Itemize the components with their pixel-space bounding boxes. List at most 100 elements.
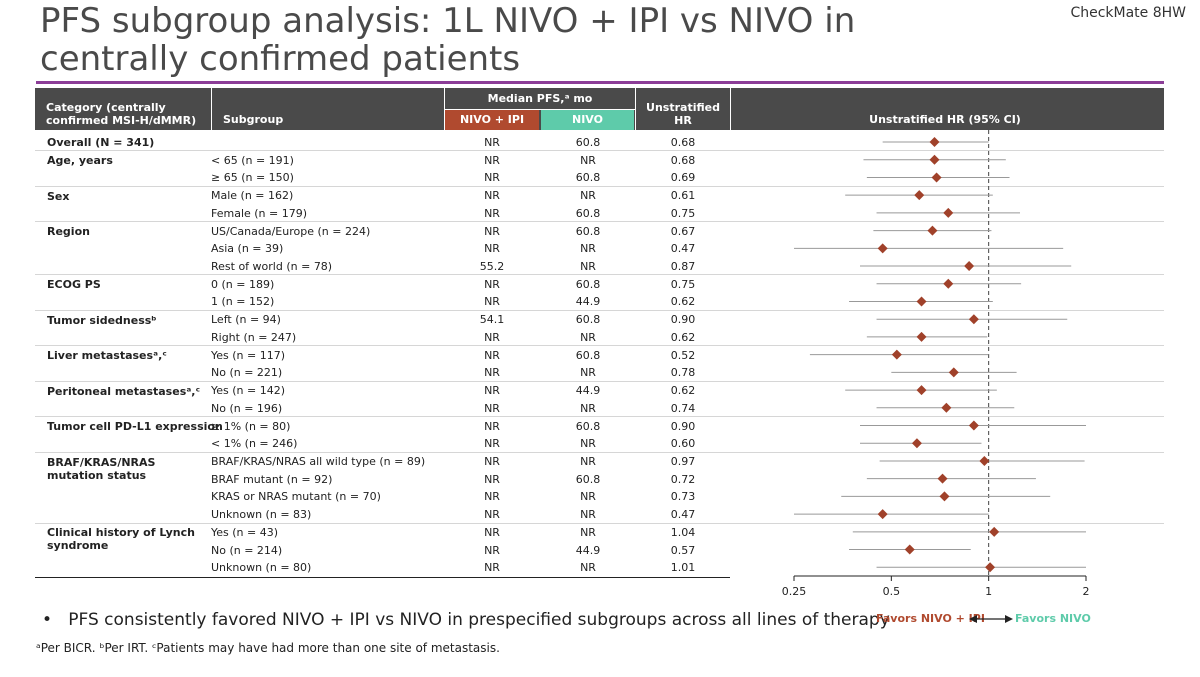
- subgroup-label: KRAS or NRAS mutant (n = 70): [211, 490, 381, 504]
- header-subgroup: Subgroup: [223, 113, 284, 126]
- hazard-ratio: 0.62: [670, 295, 696, 309]
- median-pfs-nivo-ipi: NR: [484, 472, 500, 486]
- hr-point: [929, 137, 940, 147]
- hr-point: [964, 261, 975, 272]
- subgroup-label: Asia (n = 39): [211, 242, 284, 256]
- category-pdl1: Tumor cell PD-L1 expression: [47, 420, 223, 433]
- header-divider: [444, 109, 635, 110]
- category-region: Region: [47, 225, 90, 238]
- header-hr: Unstratified HR: [646, 101, 720, 127]
- hr-point: [941, 402, 952, 413]
- hr-point: [968, 420, 979, 431]
- category-peritoneal-mets: Peritoneal metastasesᵃ,ᶜ: [47, 385, 200, 398]
- hazard-ratio: 0.75: [670, 277, 696, 291]
- subgroup-label: Unknown (n = 80): [211, 561, 312, 575]
- median-pfs-nivo: NR: [580, 454, 596, 468]
- category-sidedness: Tumor sidednessᵇ: [47, 314, 157, 327]
- footnote: ᵃPer BICR. ᵇPer IRT. ᶜPatients may have …: [36, 641, 500, 655]
- hazard-ratio: 0.61: [670, 189, 696, 203]
- row-separator: [35, 221, 1164, 222]
- hazard-ratio: 0.90: [670, 313, 696, 327]
- median-pfs-nivo: NR: [580, 490, 596, 504]
- hr-point: [916, 385, 927, 396]
- row-separator: [35, 416, 1164, 417]
- hazard-ratio: 0.97: [670, 454, 696, 468]
- summary-text: PFS consistently favored NIVO + IPI vs N…: [68, 610, 890, 630]
- median-pfs-nivo-ipi: NR: [484, 153, 500, 167]
- subgroup-label: ≥ 1% (n = 80): [211, 419, 291, 433]
- hazard-ratio: 0.68: [670, 153, 696, 167]
- median-pfs-nivo: NR: [580, 401, 596, 415]
- header-nivo: NIVO: [541, 110, 634, 130]
- median-pfs-nivo-ipi: NR: [484, 206, 500, 220]
- category-ecog: ECOG PS: [47, 278, 101, 291]
- x-tick-label: 0.25: [782, 585, 807, 598]
- median-pfs-nivo: NR: [580, 189, 596, 203]
- subgroup-label: Yes (n = 117): [211, 348, 286, 362]
- hazard-ratio: 0.57: [670, 543, 696, 557]
- row-separator: [35, 452, 1164, 453]
- row-separator: [35, 523, 1164, 524]
- subgroup-label: 0 (n = 189): [211, 277, 275, 291]
- hazard-ratio: 0.75: [670, 206, 696, 220]
- subgroup-label: Female (n = 179): [211, 206, 308, 220]
- subgroup-label: < 65 (n = 191): [211, 153, 294, 167]
- category-overall: Overall (N = 341): [47, 136, 155, 149]
- median-pfs-nivo: 60.8: [575, 348, 601, 362]
- subgroup-label: No (n = 221): [211, 366, 283, 380]
- header-divider: [635, 88, 636, 130]
- median-pfs-nivo: 60.8: [575, 277, 601, 291]
- median-pfs-nivo-ipi: NR: [484, 454, 500, 468]
- subgroup-label: Rest of world (n = 78): [211, 260, 333, 274]
- hazard-ratio: 0.90: [670, 419, 696, 433]
- hr-point: [916, 331, 927, 342]
- forest-plot: 0.25 0.5 1 2: [782, 130, 1090, 598]
- hr-point: [943, 278, 954, 289]
- median-pfs-nivo: 44.9: [575, 543, 601, 557]
- median-pfs-nivo: 60.8: [575, 472, 601, 486]
- subgroup-label: BRAF/KRAS/NRAS all wild type (n = 89): [211, 454, 426, 468]
- hr-point: [877, 509, 888, 520]
- header-plot: Unstratified HR (95% CI): [869, 113, 1021, 126]
- median-pfs-nivo-ipi: NR: [484, 525, 500, 539]
- median-pfs-nivo-ipi: NR: [484, 242, 500, 256]
- median-pfs-nivo-ipi: NR: [484, 330, 500, 344]
- subgroup-label: Yes (n = 142): [211, 384, 286, 398]
- subgroup-label: US/Canada/Europe (n = 224): [211, 224, 371, 238]
- median-pfs-nivo: NR: [580, 508, 596, 522]
- median-pfs-nivo: 44.9: [575, 384, 601, 398]
- hr-point: [927, 225, 938, 236]
- hr-point: [891, 349, 902, 360]
- category-liver-mets: Liver metastasesᵃ,ᶜ: [47, 349, 167, 362]
- hr-point: [916, 296, 927, 307]
- study-badge: CheckMate 8HW: [1070, 5, 1186, 21]
- median-pfs-nivo-ipi: NR: [484, 419, 500, 433]
- median-pfs-nivo-ipi: NR: [484, 136, 500, 149]
- hazard-ratio: 0.62: [670, 330, 696, 344]
- median-pfs-nivo-ipi: NR: [484, 401, 500, 415]
- category-age: Age, years: [47, 154, 113, 167]
- hazard-ratio: 0.67: [670, 224, 696, 238]
- median-pfs-nivo: 60.8: [575, 419, 601, 433]
- header-category: Category (centrally confirmed MSI-H/dMMR…: [46, 101, 197, 127]
- median-pfs-nivo: NR: [580, 260, 596, 274]
- double-arrow-icon: [969, 615, 1013, 623]
- hr-point: [929, 154, 940, 165]
- subgroup-label: Yes (n = 43): [211, 525, 279, 539]
- x-tick-label: 0.5: [883, 585, 901, 598]
- hazard-ratio: 0.78: [670, 366, 696, 380]
- subgroup-label: ≥ 65 (n = 150): [211, 171, 294, 185]
- median-pfs-nivo: NR: [580, 437, 596, 451]
- slide-title: PFS subgroup analysis: 1L NIVO + IPI vs …: [40, 1, 856, 79]
- subgroup-label: Unknown (n = 83): [211, 508, 312, 522]
- category-mutation: BRAF/KRAS/NRAS mutation status: [47, 456, 156, 482]
- median-pfs-nivo-ipi: NR: [484, 384, 500, 398]
- median-pfs-nivo-ipi: NR: [484, 224, 500, 238]
- hazard-ratio: 0.68: [670, 136, 696, 149]
- summary-bullet: • PFS consistently favored NIVO + IPI vs…: [42, 610, 890, 630]
- favors-nivo-ipi-label: Favors NIVO + IPI: [876, 612, 985, 625]
- hr-point: [877, 243, 888, 254]
- row-separator: [35, 274, 1164, 275]
- row-separator: [35, 186, 1164, 187]
- hr-point: [989, 526, 1000, 537]
